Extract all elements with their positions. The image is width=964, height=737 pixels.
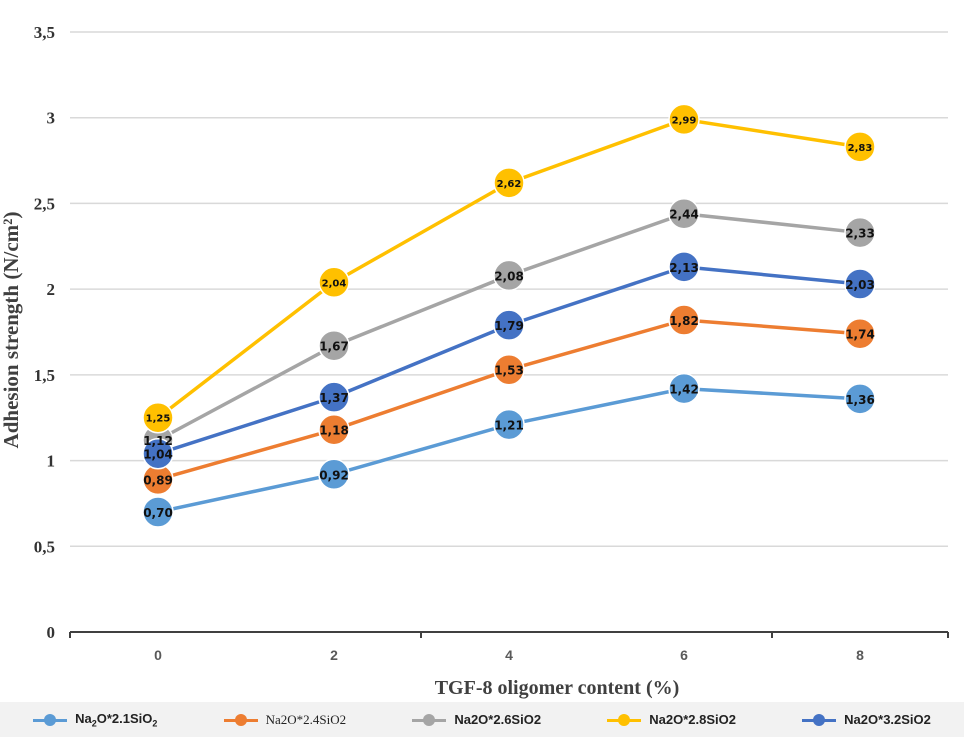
legend-dot-1 bbox=[234, 713, 247, 726]
data-label: 1,74 bbox=[845, 328, 875, 342]
legend-dot-0 bbox=[44, 713, 57, 726]
series-markers bbox=[142, 103, 876, 528]
legend-label-3: Na2O*2.8SiO2 bbox=[649, 712, 736, 727]
legend-swatch-icon bbox=[33, 713, 68, 726]
data-point bbox=[668, 103, 700, 136]
data-label: 1,82 bbox=[669, 314, 699, 328]
data-point bbox=[318, 329, 350, 362]
data-label: 1,25 bbox=[146, 414, 171, 425]
data-label: 2,62 bbox=[497, 179, 522, 190]
data-point bbox=[493, 408, 525, 441]
legend-swatch-icon bbox=[802, 713, 837, 726]
y-tick-label: 1 bbox=[47, 452, 56, 471]
y-tick-label: 1,5 bbox=[34, 366, 55, 385]
data-point bbox=[844, 383, 876, 415]
data-label: 0,70 bbox=[143, 506, 173, 520]
y-tick-label: 0,5 bbox=[34, 537, 55, 556]
data-label: 2,03 bbox=[845, 278, 875, 292]
line-chart: 0 0,5 1 1,5 2 2,5 3 3,5 0 2 4 6 8 0,70 0,92 1,21 1,42 1… bbox=[0, 23, 949, 699]
data-label: 1,42 bbox=[669, 383, 699, 397]
data-point bbox=[844, 268, 876, 300]
legend-label-0: Na2O*2.1SiO2 bbox=[75, 710, 158, 729]
legend-item-na2o-2-6sio2: Na2O*2.6SiO2 bbox=[412, 712, 541, 727]
data-label: 2,44 bbox=[669, 208, 699, 222]
data-point bbox=[142, 496, 174, 528]
data-label: 2,13 bbox=[669, 261, 699, 275]
data-label: 2,83 bbox=[848, 143, 873, 154]
data-point bbox=[318, 458, 350, 491]
legend-swatch-icon bbox=[223, 713, 258, 726]
x-tick-label: 2 bbox=[330, 647, 338, 663]
data-label: 1,36 bbox=[845, 393, 875, 407]
x-axis-label: TGF-8 oligomer content (%) bbox=[435, 677, 680, 699]
data-point bbox=[844, 216, 876, 249]
x-axis: 0 2 4 6 8 bbox=[69, 631, 949, 663]
y-tick-label: 3 bbox=[47, 109, 56, 128]
data-label: 0,92 bbox=[319, 468, 349, 482]
y-tick-label: 3,5 bbox=[34, 23, 55, 42]
legend-swatch-icon bbox=[412, 713, 447, 726]
legend-label-2: Na2O*2.6SiO2 bbox=[454, 712, 542, 727]
data-label: 2,33 bbox=[845, 227, 875, 241]
legend-dot-2 bbox=[423, 713, 436, 726]
data-point bbox=[142, 437, 174, 470]
legend-item-na2o-3-2sio2: Na2O*3.2SiO2 bbox=[802, 712, 931, 727]
y-tick-label: 0 bbox=[47, 623, 56, 642]
x-tick-label: 8 bbox=[856, 647, 864, 663]
data-point bbox=[493, 353, 525, 386]
data-label: 1,18 bbox=[319, 424, 349, 438]
data-point bbox=[668, 197, 700, 230]
y-tick-label: 2,5 bbox=[34, 194, 55, 213]
legend-dot-3 bbox=[618, 713, 631, 726]
data-label: 1,67 bbox=[319, 340, 349, 354]
data-point bbox=[318, 266, 350, 299]
legend-label-1: Na2O*2.4SiO2 bbox=[265, 711, 347, 727]
series-line-1 bbox=[156, 318, 862, 482]
data-point bbox=[142, 401, 174, 434]
data-point bbox=[493, 309, 525, 341]
x-tick-label: 6 bbox=[680, 647, 688, 663]
data-label: 2,08 bbox=[494, 269, 524, 283]
x-tick-label: 0 bbox=[154, 647, 162, 663]
data-point bbox=[318, 381, 350, 413]
data-label: 1,37 bbox=[319, 391, 349, 405]
data-label: 1,12 bbox=[143, 434, 173, 448]
data-label: 1,21 bbox=[494, 419, 524, 433]
data-point bbox=[844, 131, 876, 163]
data-label: 0,89 bbox=[143, 473, 173, 487]
legend-item-na2o-2-4sio2: Na2O*2.4SiO2 bbox=[223, 711, 347, 728]
y-axis-ticks: 0 0,5 1 1,5 2 2,5 3 3,5 bbox=[34, 23, 55, 642]
data-label: 2,99 bbox=[672, 115, 697, 126]
data-point bbox=[493, 167, 525, 199]
data-point bbox=[668, 304, 700, 336]
data-point bbox=[668, 251, 700, 283]
legend-label-4: Na2O*3.2SiO2 bbox=[844, 712, 931, 727]
data-label: 1,53 bbox=[494, 364, 524, 378]
data-point bbox=[668, 372, 700, 405]
data-point bbox=[493, 259, 525, 292]
x-tick-label: 4 bbox=[505, 647, 513, 663]
data-point bbox=[844, 317, 876, 350]
data-labels: 0,70 0,92 1,21 1,42 1,36 0,89 1,18 1,53 1,82 1,74… bbox=[143, 115, 875, 520]
legend-item-na2o-2-1sio2: Na2O*2.1SiO2 bbox=[33, 710, 158, 729]
y-axis-label: Adhesion strength (N/cm²) bbox=[0, 212, 23, 449]
data-label: 1,79 bbox=[494, 319, 524, 333]
y-tick-label: 2 bbox=[47, 280, 56, 299]
legend-swatch-icon bbox=[607, 713, 642, 726]
data-label: 1,04 bbox=[143, 448, 173, 462]
legend-item-na2o-2-8sio2: Na2O*2.8SiO2 bbox=[607, 712, 736, 727]
data-point bbox=[318, 413, 350, 446]
data-label: 2,04 bbox=[322, 278, 347, 289]
legend-dot-4 bbox=[813, 713, 826, 726]
legend: Na2O*2.1SiO2 Na2O*2.4SiO2 Na2O*2.6SiO2 N… bbox=[0, 702, 964, 737]
